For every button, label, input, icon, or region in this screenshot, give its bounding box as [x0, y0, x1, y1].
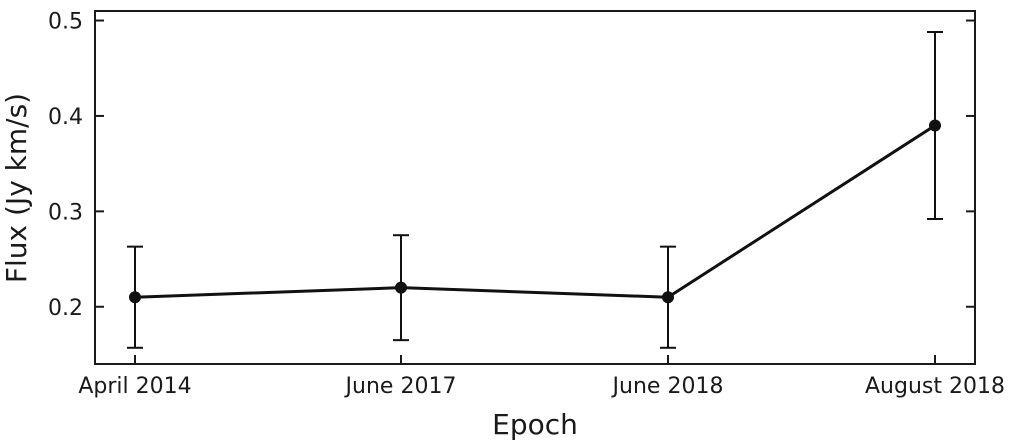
y-axis-ticks: 0.2 0.3 0.4 0.5	[48, 10, 975, 321]
y-tick-label: 0.5	[48, 10, 83, 35]
x-tick-label: August 2018	[865, 374, 1005, 399]
x-axis-ticks: April 2014 June 2017 June 2018 August 2018	[78, 355, 1005, 399]
data-point	[129, 291, 141, 304]
y-tick-label: 0.4	[48, 105, 83, 130]
y-tick-label: 0.3	[48, 200, 83, 225]
y-tick-label: 0.2	[48, 296, 83, 321]
x-tick-label: June 2018	[611, 374, 724, 399]
series-group	[129, 119, 941, 304]
x-tick-label: June 2017	[344, 374, 457, 399]
plot-frame	[94, 10, 976, 365]
x-tick-label: April 2014	[78, 374, 191, 399]
x-axis-label: Epoch	[492, 408, 578, 441]
series-line	[134, 124, 936, 299]
y-axis-label: Flux (Jy km/s)	[0, 93, 33, 283]
data-point	[395, 281, 407, 294]
data-point	[662, 291, 674, 304]
error-bars	[127, 30, 943, 349]
data-point	[929, 119, 941, 132]
